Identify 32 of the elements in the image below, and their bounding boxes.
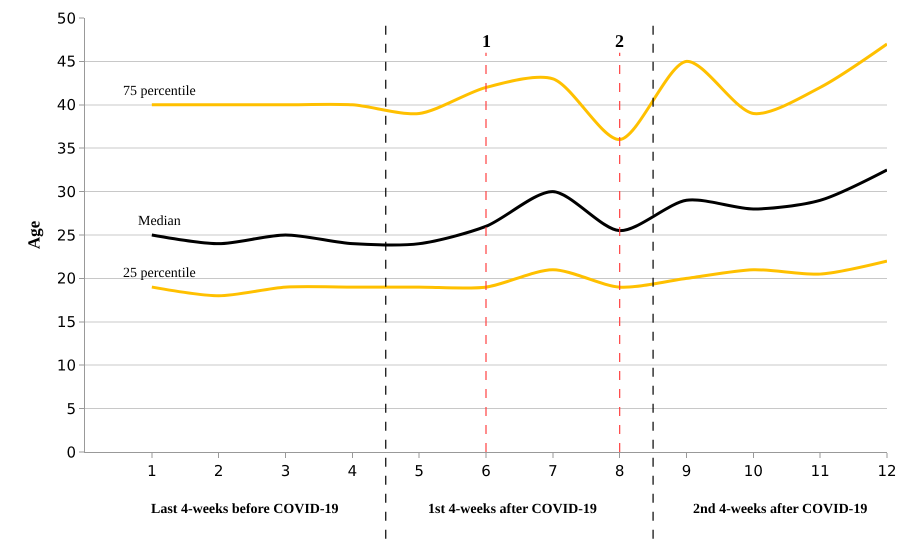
x-tick-label: 9 [682,462,692,480]
y-tick-label: 5 [66,400,76,418]
series-label: Median [138,214,181,229]
y-tick-label: 40 [56,96,76,114]
y-tick-label: 10 [56,356,76,374]
text: 1st 4-weeks after COVID-19 [428,502,597,517]
x-tick-label: 2 [214,462,224,480]
y-tick-label: 25 [56,226,76,244]
annotation: 2 [615,31,624,51]
y-tick-label: 15 [56,313,76,332]
series-label: 25 percentile [123,266,196,281]
x-tick-label: 11 [810,462,830,480]
y-tick-label: 50 [56,9,76,28]
x-tick-label: 7 [548,462,558,480]
y-tick-label: 0 [66,443,76,462]
annotation: 1 [482,31,491,51]
x-tick-label: 6 [481,462,491,480]
y-tick-label: 45 [56,52,76,71]
x-tick-label: 8 [614,462,624,480]
x-tick-label: 10 [744,462,763,480]
x-tick-label: 4 [348,462,358,480]
series-label: 75 percentile [123,84,196,99]
text: 2nd 4-weeks after COVID-19 [693,502,868,517]
x-tick-label: 3 [280,462,290,480]
x-tick-label: 1 [147,462,157,480]
y-axis-title: Age [24,220,44,250]
x-tick-label: 12 [877,462,897,480]
text: Last 4-weeks before COVID-19 [151,502,339,517]
y-tick-label: 30 [56,182,76,201]
x-tick-label: 5 [414,462,424,480]
y-tick-label: 35 [56,139,76,158]
y-tick-label: 20 [56,270,76,288]
